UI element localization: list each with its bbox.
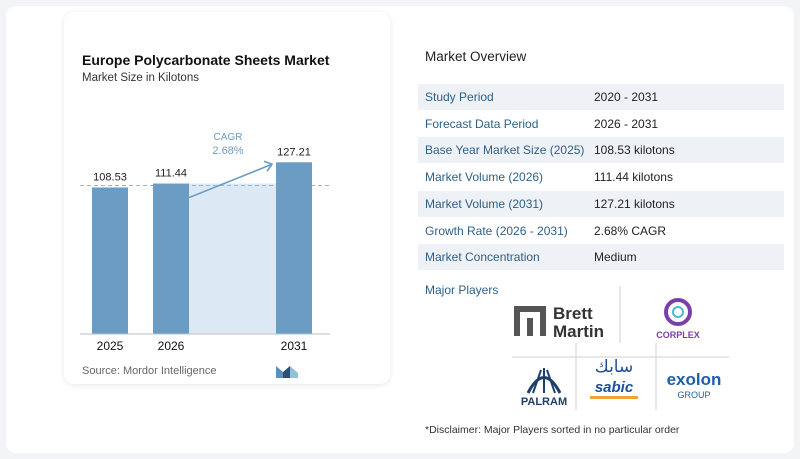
data-label-2025: 108.53	[93, 171, 127, 183]
overview-row-value: Medium	[594, 250, 637, 265]
bar-2026	[153, 183, 189, 334]
data-label-2031: 127.21	[277, 146, 311, 158]
data-label-2026: 111.44	[155, 168, 187, 180]
overview-row-label: Base Year Market Size (2025)	[425, 143, 585, 158]
overview-row: Market Volume (2026) 111.44 kilotons	[418, 164, 784, 190]
overview-row: Forecast Data Period 2026 - 2031	[418, 111, 784, 137]
bar-2031	[276, 162, 312, 334]
overview-row: Market Volume (2031) 127.21 kilotons	[418, 190, 784, 217]
overview-row-value: 2.68% CAGR	[594, 223, 667, 238]
overview-row-value: 108.53 kilotons	[594, 143, 675, 158]
overview-row: Growth Rate (2026 - 2031) 2.68% CAGR	[418, 218, 784, 244]
overview-row-label: Market Volume (2026)	[425, 170, 544, 185]
cagr-label: CAGR	[214, 132, 243, 143]
cagr-arrowhead-icon	[263, 160, 274, 172]
overview-row-label: Growth Rate (2026 - 2031)	[425, 223, 568, 238]
mordor-logo-icon	[276, 366, 298, 378]
overview-title: Market Overview	[425, 49, 527, 64]
overview-row-value: 127.21 kilotons	[594, 196, 675, 211]
overview-row: Study Period 2020 - 2031	[418, 84, 784, 110]
chart-subtitle: Market Size in Kilotons	[82, 72, 199, 84]
overview-row-label: Forecast Data Period	[425, 116, 539, 131]
overview-row-label: Study Period	[425, 90, 494, 104]
chart-title: Europe Polycarbonate Sheets Market	[82, 52, 330, 68]
players-title: Major Players	[425, 283, 499, 297]
cagr-value: 2.68%	[212, 145, 243, 157]
source-text: Source: Mordor Intelligence	[82, 365, 217, 377]
bar-2025	[92, 187, 128, 334]
overview-row-value: 2026 - 2031	[594, 116, 659, 131]
overview-row-label: Market Concentration	[425, 250, 540, 265]
chart-card: Europe Polycarbonate Sheets Market Marke…	[64, 12, 390, 384]
growth-band	[189, 183, 276, 334]
x-tick-label-2026: 2026	[158, 339, 185, 353]
bar-chart: 108.53 2025 111.44 2026 127.21 2031 CAGR 2.68…	[80, 132, 330, 353]
overview-row-value: 2020 - 2031	[594, 90, 659, 104]
x-tick-label-2031: 2031	[281, 339, 308, 353]
x-tick-label-2025: 2025	[97, 339, 124, 353]
overview-row-label: Market Volume (2031)	[425, 196, 544, 211]
overview-row: Base Year Market Size (2025) 108.53 kilot…	[418, 137, 784, 164]
overview-row-value: 111.44 kilotons	[594, 170, 673, 185]
cagr-arrow	[188, 163, 273, 199]
overview-row: Market Concentration Medium	[418, 244, 784, 271]
disclaimer-text: *Disclaimer: Major Players sorted in no …	[425, 424, 680, 436]
